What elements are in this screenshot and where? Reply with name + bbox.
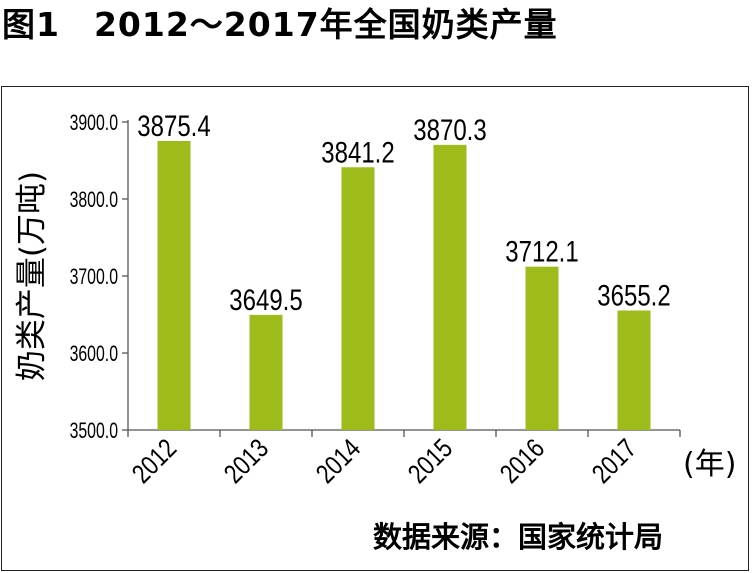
bar [341, 167, 375, 430]
data-source-note: 数据来源：国家统计局 [373, 520, 664, 554]
bar-value-label: 3712.1 [505, 234, 578, 268]
chart-frame [1, 86, 749, 571]
figure-title: 图1 2012～2017年全国奶类产量 [2, 5, 558, 44]
x-axis-unit-label: (年) [683, 447, 736, 482]
bar-value-label: 3841.2 [321, 135, 394, 169]
x-category-label: 2014 [311, 434, 367, 490]
bar-value-label: 3870.3 [413, 112, 486, 146]
x-category-label: 2017 [587, 434, 643, 490]
y-tick-label: 3700.0 [70, 266, 118, 290]
bar [525, 266, 559, 430]
bar-value-label: 3655.2 [597, 278, 670, 312]
x-category-label: 2012 [127, 434, 183, 490]
bar [433, 144, 467, 430]
y-tick-label: 3900.0 [70, 112, 118, 136]
bar-value-label: 3649.5 [229, 282, 302, 316]
y-axis-title: 奶类产量(万吨) [14, 171, 50, 381]
x-category-label: 2013 [219, 434, 275, 490]
x-category-label: 2015 [403, 434, 459, 490]
y-tick-label: 3600.0 [70, 343, 118, 367]
bar [617, 310, 651, 430]
bar [249, 314, 283, 430]
y-tick-label: 3800.0 [70, 189, 118, 213]
bar-value-label: 3875.4 [137, 108, 210, 142]
bar [157, 140, 191, 430]
x-category-label: 2016 [495, 434, 551, 490]
y-tick-label: 3500.0 [70, 420, 118, 444]
